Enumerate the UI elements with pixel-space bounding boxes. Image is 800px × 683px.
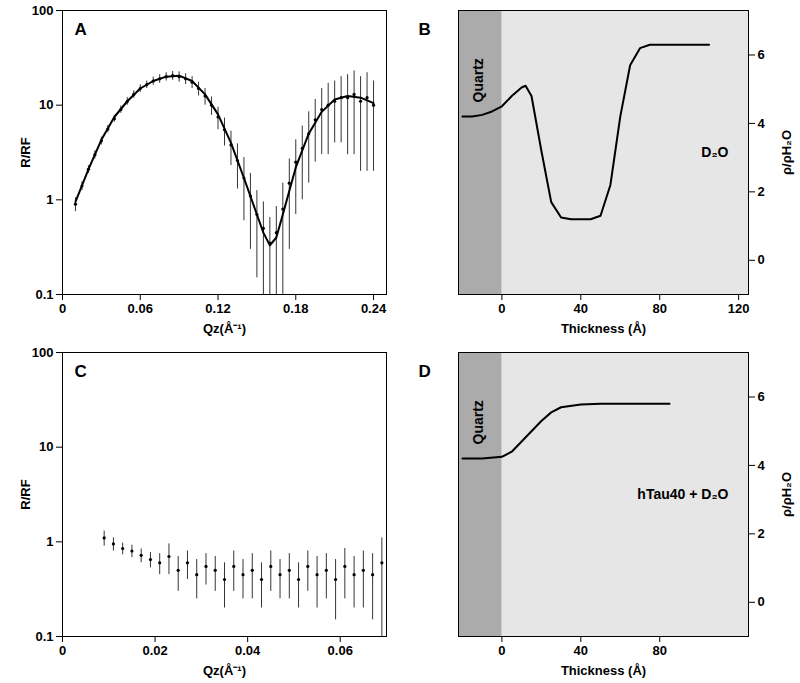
svg-text:Quartz: Quartz <box>470 400 486 444</box>
svg-text:0.18: 0.18 <box>283 301 308 316</box>
svg-text:D: D <box>419 362 431 381</box>
svg-text:0: 0 <box>498 301 505 316</box>
svg-text:Thickness (Å): Thickness (Å) <box>561 663 646 678</box>
svg-text:Qz(Å⁻¹): Qz(Å⁻¹) <box>203 663 246 678</box>
svg-text:40: 40 <box>574 643 588 658</box>
svg-text:Quartz: Quartz <box>470 58 486 102</box>
svg-text:40: 40 <box>574 301 588 316</box>
svg-text:2: 2 <box>758 184 765 199</box>
svg-text:1: 1 <box>46 534 53 549</box>
svg-text:0.02: 0.02 <box>142 643 167 658</box>
svg-text:6: 6 <box>758 47 765 62</box>
svg-text:0: 0 <box>758 252 765 267</box>
svg-text:ρ/ρH₂O: ρ/ρH₂O <box>779 130 794 175</box>
svg-text:0: 0 <box>59 301 66 316</box>
svg-text:0: 0 <box>498 643 505 658</box>
svg-text:10: 10 <box>39 97 53 112</box>
svg-text:0.24: 0.24 <box>361 301 387 316</box>
svg-text:6: 6 <box>758 389 765 404</box>
svg-text:1: 1 <box>46 192 53 207</box>
svg-text:0.06: 0.06 <box>328 643 353 658</box>
svg-text:D₂O: D₂O <box>701 144 728 160</box>
svg-text:0: 0 <box>758 594 765 609</box>
svg-text:0.12: 0.12 <box>205 301 230 316</box>
svg-text:0.1: 0.1 <box>35 287 53 302</box>
svg-text:10: 10 <box>39 439 53 454</box>
svg-text:ρ/ρH₂O: ρ/ρH₂O <box>779 472 794 517</box>
svg-text:80: 80 <box>652 643 666 658</box>
svg-text:B: B <box>419 20 431 39</box>
svg-text:0.06: 0.06 <box>128 301 153 316</box>
svg-text:4: 4 <box>758 116 766 131</box>
svg-text:C: C <box>75 362 87 381</box>
svg-text:120: 120 <box>728 301 750 316</box>
svg-text:0: 0 <box>59 643 66 658</box>
svg-text:2: 2 <box>758 526 765 541</box>
svg-text:100: 100 <box>32 345 54 360</box>
svg-text:0.04: 0.04 <box>235 643 261 658</box>
svg-text:Thickness (Å): Thickness (Å) <box>561 321 646 336</box>
svg-text:R/RF: R/RF <box>18 137 33 167</box>
svg-text:0.1: 0.1 <box>35 629 53 644</box>
svg-text:R/RF: R/RF <box>18 479 33 509</box>
svg-text:80: 80 <box>652 301 666 316</box>
svg-text:Qz(Å⁻¹): Qz(Å⁻¹) <box>203 321 246 336</box>
svg-text:hTau40 + D₂O: hTau40 + D₂O <box>637 486 728 502</box>
svg-text:100: 100 <box>32 3 54 18</box>
svg-text:A: A <box>75 20 87 39</box>
svg-text:4: 4 <box>758 458 766 473</box>
